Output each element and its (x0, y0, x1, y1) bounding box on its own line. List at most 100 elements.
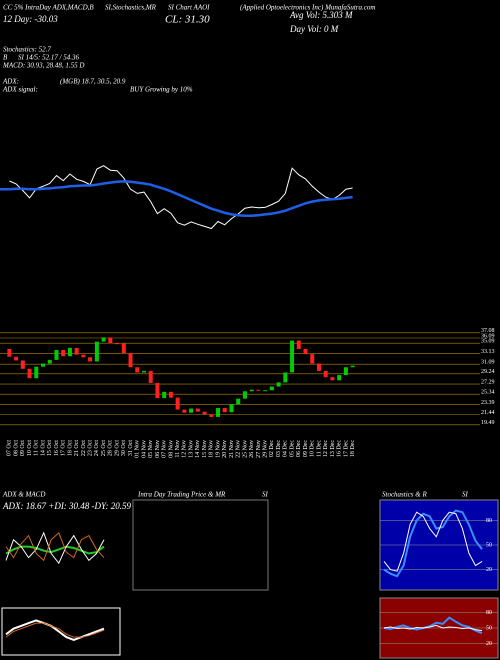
candle (67, 347, 72, 357)
x-tick-label: 22 Nov (236, 440, 242, 458)
x-tick-label: 27 Nov (256, 440, 262, 458)
x-tick-label: 15 Nov (202, 440, 208, 458)
y-tick-label: 20 (486, 567, 492, 573)
series-line (5, 619, 105, 641)
x-tick-label: 10 Dec (310, 440, 316, 457)
series-line (383, 509, 483, 578)
x-tick-label: 14 Oct (40, 440, 46, 456)
candle (155, 382, 160, 399)
x-tick-label: 06 Dec (296, 440, 302, 457)
x-tick-label: 11 Nov (175, 440, 181, 458)
x-tick-label: 07 Nov (162, 440, 168, 458)
y-tick-label: 23.39 (481, 400, 495, 406)
y-tick-label: 25.34 (481, 390, 495, 396)
symbol-line: CC 5% IntraDay ADX,MACD,B (3, 4, 94, 12)
candle (276, 382, 281, 387)
candle (229, 404, 234, 413)
series-line (5, 531, 105, 565)
candle (330, 377, 335, 381)
x-tick-label: 11 Oct (34, 440, 40, 456)
x-tick-label: 25 Nov (242, 440, 248, 458)
candle (47, 359, 52, 364)
y-tick-label: 37.08 (481, 328, 495, 334)
x-tick-label: 20 Nov (222, 440, 228, 458)
y-tick-label: 50 (486, 625, 492, 631)
candle (296, 340, 301, 349)
y-tick-label: 21.44 (481, 410, 495, 416)
x-tick-label: 10 Oct (27, 440, 33, 456)
x-tick-label: 13 Dec (330, 440, 336, 457)
x-tick-label: 29 Oct (114, 440, 120, 456)
candle (135, 367, 140, 373)
panel-frame (1, 607, 121, 656)
candle (94, 341, 99, 362)
x-tick-label: 28 Oct (108, 440, 114, 456)
chart-name: SI Chart AAOI (168, 4, 210, 12)
candle (101, 337, 106, 342)
x-tick-label: 21 Nov (229, 440, 235, 458)
candle (323, 370, 328, 378)
x-tick-label: 04 Dec (283, 440, 289, 457)
macd: MACD: 30.93, 28.48, 1.55 D (2, 62, 84, 70)
candle (337, 375, 342, 381)
y-tick-label: 50 (486, 542, 492, 548)
candle (283, 372, 288, 383)
candle (27, 368, 32, 379)
candle (128, 353, 133, 368)
company: (Applied Optoelectronics Inc) MunafaSutr… (240, 4, 375, 12)
candle (54, 349, 59, 360)
avg-vol: Avg Vol: 5.303 M (289, 10, 353, 20)
candle (216, 408, 221, 417)
panel-frame (132, 499, 269, 591)
candle (74, 347, 79, 355)
candle (256, 389, 261, 391)
x-tick-label: 12 Dec (323, 440, 329, 457)
x-tick-label: 17 Oct (61, 440, 67, 456)
si: SI 14/5: 52.17 / 54.36 (18, 54, 80, 62)
candle (303, 348, 308, 355)
y-tick-label: 80 (486, 518, 492, 524)
x-tick-label: 19 Nov (215, 440, 221, 458)
x-tick-label: 16 Dec (337, 440, 343, 457)
candle (195, 408, 200, 412)
candle (263, 390, 268, 392)
candle (168, 391, 173, 398)
x-tick-label: 13 Nov (188, 440, 194, 458)
y-tick-label: 35.09 (481, 339, 495, 345)
y-tick-label: 36.09 (481, 333, 495, 339)
adx-values: (MGB) 18.7, 30.5, 20.9 (60, 78, 126, 86)
candle (88, 357, 93, 362)
candle (209, 414, 214, 417)
day-vol: Day Vol: 0 M (289, 24, 339, 34)
b: B (3, 54, 8, 62)
candle (115, 343, 120, 345)
x-tick-label: 23 Oct (88, 440, 94, 456)
candle (7, 348, 12, 357)
x-tick-label: 18 Oct (67, 440, 73, 456)
y-tick-label: 80 (486, 610, 492, 616)
price-line (9, 165, 353, 230)
ma-line (9, 180, 353, 217)
day-change: 12 Day: -30.03 (3, 14, 58, 24)
x-tick-label: 24 Oct (94, 440, 100, 456)
candle (202, 411, 207, 415)
x-tick-label: 29 Nov (263, 440, 269, 458)
x-tick-label: 07 Oct (7, 440, 13, 456)
x-tick-label: 26 Nov (249, 440, 255, 458)
candle (189, 408, 194, 413)
x-tick-label: 03 Dec (276, 440, 282, 457)
candle (175, 397, 180, 410)
x-tick-label: 01 Nov (135, 440, 141, 458)
candle (269, 386, 274, 391)
x-tick-label: 31 Oct (128, 440, 134, 456)
x-tick-label: 25 Oct (101, 440, 107, 456)
series-line (5, 531, 105, 562)
panel-subtitle: ADX: 18.67 +DI: 30.48 -DY: 20.59 (2, 501, 131, 511)
series-line (383, 616, 483, 635)
panel-title: Intra Day Trading Price & MR (137, 491, 226, 499)
x-tick-label: 14 Nov (195, 440, 201, 458)
candle (343, 367, 348, 376)
x-tick-label: 06 Nov (155, 440, 161, 458)
candle (316, 363, 321, 371)
candle (350, 365, 355, 368)
